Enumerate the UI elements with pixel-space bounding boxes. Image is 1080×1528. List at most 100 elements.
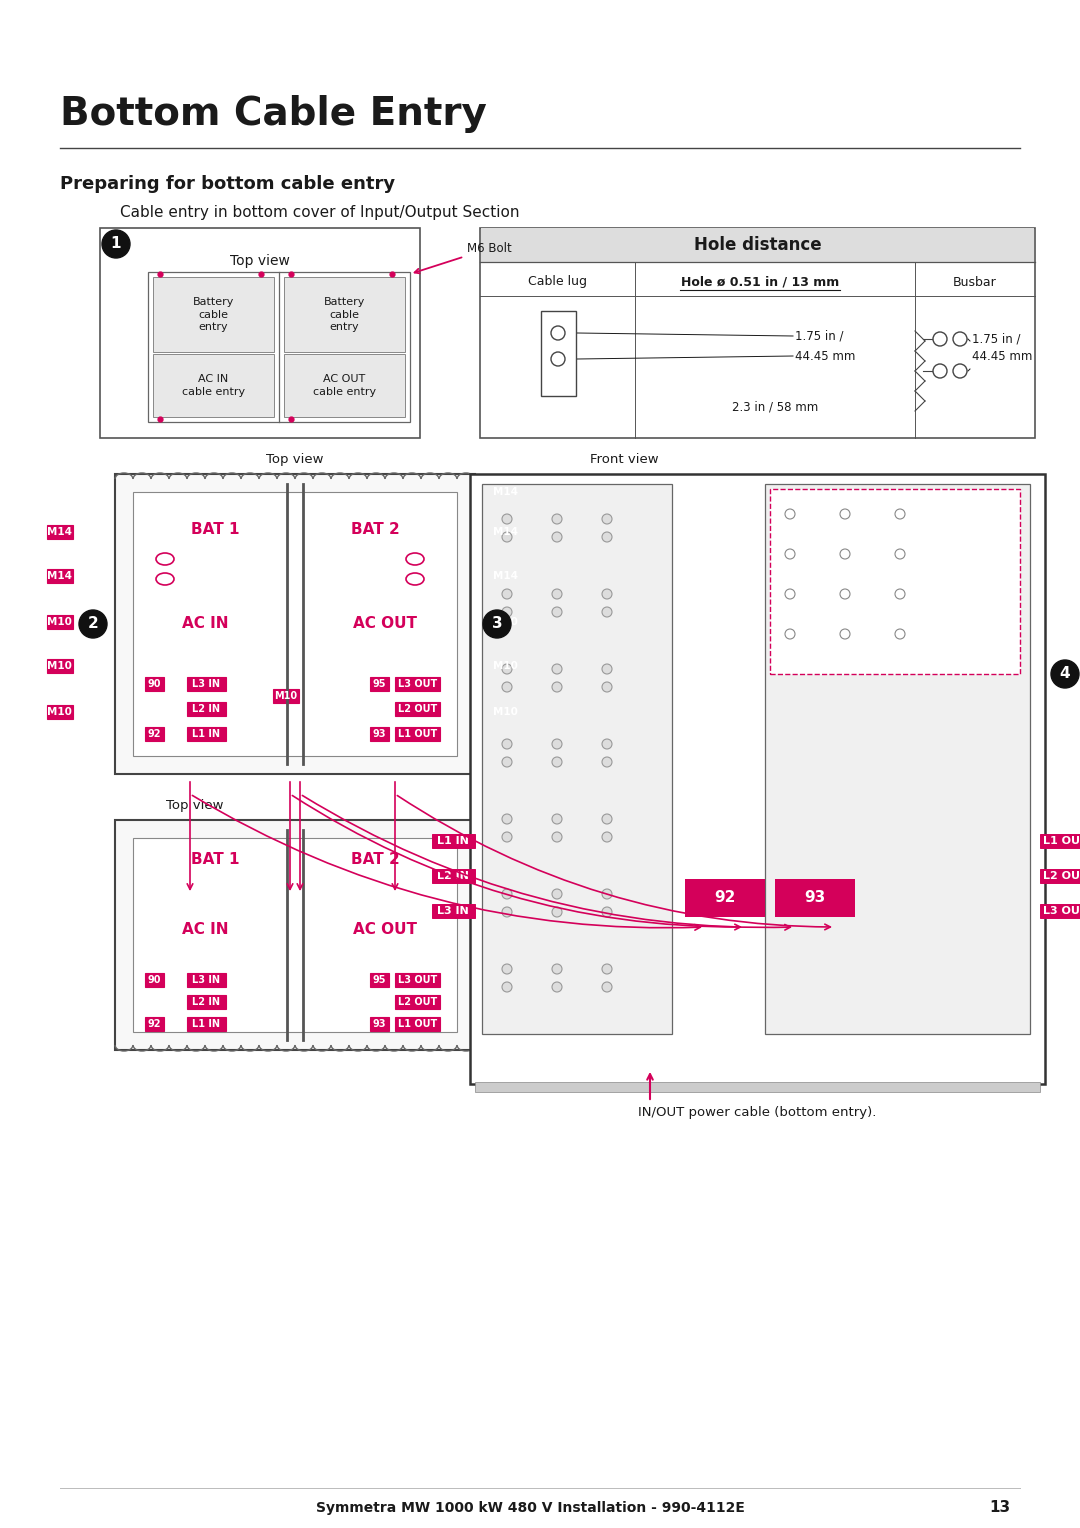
Bar <box>492 614 518 630</box>
Text: 44.45 mm: 44.45 mm <box>795 350 855 362</box>
Text: L3 OUT: L3 OUT <box>397 975 437 986</box>
Bar <box>48 568 72 584</box>
Text: AC IN: AC IN <box>181 923 228 938</box>
Text: 95: 95 <box>373 678 387 689</box>
Text: AC OUT: AC OUT <box>353 923 417 938</box>
Circle shape <box>840 588 850 599</box>
Text: AC IN: AC IN <box>181 616 228 631</box>
Text: Preparing for bottom cable entry: Preparing for bottom cable entry <box>60 176 395 193</box>
Text: M14: M14 <box>48 571 72 581</box>
Text: AC OUT: AC OUT <box>353 616 417 631</box>
Circle shape <box>552 665 562 674</box>
Bar <box>284 277 405 351</box>
Circle shape <box>502 665 512 674</box>
Bar <box>48 704 72 720</box>
Circle shape <box>551 325 565 341</box>
Circle shape <box>602 983 612 992</box>
Text: L1 OUT: L1 OUT <box>397 729 437 740</box>
Text: Top view: Top view <box>166 799 224 811</box>
Circle shape <box>552 833 562 842</box>
Text: L2 OUT: L2 OUT <box>397 704 437 714</box>
Circle shape <box>785 549 795 559</box>
Circle shape <box>785 588 795 599</box>
Text: 4: 4 <box>1059 666 1070 681</box>
Text: L1 IN: L1 IN <box>192 729 220 740</box>
Text: 1.75 in /: 1.75 in / <box>972 333 1021 345</box>
Bar <box>153 277 274 351</box>
Text: M10: M10 <box>494 617 518 626</box>
Circle shape <box>502 532 512 542</box>
Bar <box>370 1018 389 1031</box>
Text: L2 IN: L2 IN <box>437 871 469 882</box>
Circle shape <box>602 665 612 674</box>
Circle shape <box>552 513 562 524</box>
Circle shape <box>602 681 612 692</box>
Circle shape <box>551 351 565 367</box>
Bar <box>370 727 389 741</box>
Bar <box>1040 905 1080 918</box>
Text: Front view: Front view <box>590 452 659 466</box>
Bar <box>370 677 389 691</box>
Circle shape <box>602 532 612 542</box>
Text: Top view: Top view <box>267 452 324 466</box>
Text: BAT 1: BAT 1 <box>191 521 240 536</box>
Circle shape <box>602 740 612 749</box>
Text: Battery
cable
entry: Battery cable entry <box>193 296 234 332</box>
Text: L1 OUT: L1 OUT <box>397 1019 437 1028</box>
Bar <box>492 484 518 500</box>
Bar <box>775 879 855 917</box>
Bar <box>492 568 518 584</box>
Circle shape <box>953 364 967 377</box>
Bar <box>187 995 226 1008</box>
Text: L3 OUT: L3 OUT <box>397 678 437 689</box>
Text: M14: M14 <box>494 527 518 536</box>
Text: BAT 1: BAT 1 <box>191 853 240 868</box>
Text: L2 IN: L2 IN <box>192 704 220 714</box>
Bar <box>148 272 410 422</box>
Circle shape <box>502 814 512 824</box>
Circle shape <box>552 740 562 749</box>
Text: M10: M10 <box>494 662 518 671</box>
Circle shape <box>602 607 612 617</box>
Bar <box>133 837 457 1031</box>
Bar <box>48 614 72 630</box>
Circle shape <box>502 740 512 749</box>
Circle shape <box>502 681 512 692</box>
Bar <box>273 689 298 703</box>
Bar <box>114 474 475 775</box>
Circle shape <box>785 509 795 520</box>
Text: M14: M14 <box>48 527 72 536</box>
Bar <box>432 905 475 918</box>
Bar <box>492 659 518 672</box>
Text: L3 IN: L3 IN <box>437 906 469 915</box>
Circle shape <box>552 588 562 599</box>
Circle shape <box>502 983 512 992</box>
Bar <box>133 492 457 756</box>
Bar <box>100 228 420 439</box>
Text: 13: 13 <box>989 1500 1010 1516</box>
Circle shape <box>502 513 512 524</box>
Bar <box>432 869 475 883</box>
Bar <box>114 821 475 1050</box>
Text: Top view: Top view <box>230 254 289 267</box>
Bar <box>492 526 518 539</box>
Circle shape <box>602 756 612 767</box>
Circle shape <box>895 630 905 639</box>
Text: Busbar: Busbar <box>954 275 997 289</box>
Bar <box>187 1018 226 1031</box>
Circle shape <box>552 681 562 692</box>
Text: L3 IN: L3 IN <box>192 678 220 689</box>
Bar <box>153 354 274 417</box>
Circle shape <box>502 964 512 973</box>
Bar <box>145 1018 164 1031</box>
Circle shape <box>895 588 905 599</box>
Circle shape <box>602 588 612 599</box>
Text: IN/OUT power cable (bottom entry).: IN/OUT power cable (bottom entry). <box>638 1106 877 1118</box>
Text: Hole distance: Hole distance <box>693 235 821 254</box>
Text: M14: M14 <box>494 571 518 581</box>
Text: 92: 92 <box>148 729 161 740</box>
Bar <box>187 727 226 741</box>
Text: L2 IN: L2 IN <box>192 996 220 1007</box>
Ellipse shape <box>406 573 424 585</box>
Bar <box>770 489 1020 674</box>
